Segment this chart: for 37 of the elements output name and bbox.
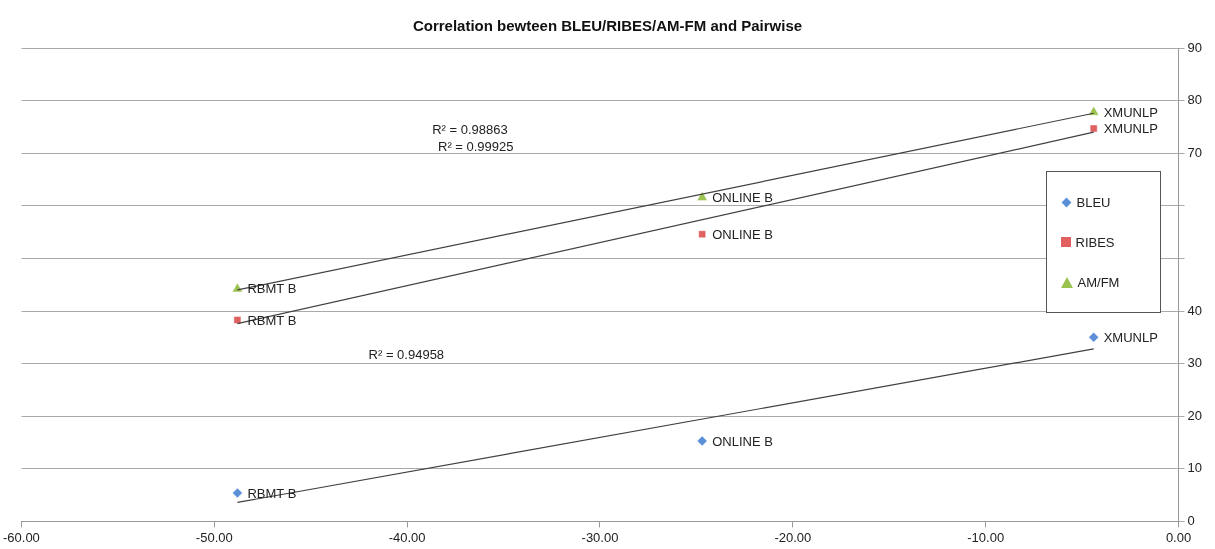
annotation: XMUNLP	[1103, 121, 1158, 137]
legend-label: AM/FM	[1077, 274, 1120, 290]
annotation: RBMT B	[247, 281, 297, 297]
y-tick-label: 90	[1187, 39, 1203, 55]
y-tick-label: 70	[1187, 144, 1203, 160]
annotation: XMUNLP	[1103, 104, 1158, 120]
annotation: R² = 0.98863	[432, 122, 508, 138]
y-tick-label: 10	[1187, 460, 1203, 476]
point	[698, 230, 706, 238]
x-tick-label: -60.00	[2, 529, 40, 545]
x-tick-label: -30.00	[581, 529, 619, 545]
y-tick-label: 30	[1187, 355, 1203, 371]
x-tick-label: -40.00	[388, 529, 426, 545]
point	[231, 282, 243, 293]
x-tick-label: -50.00	[195, 529, 233, 545]
annotation: R² = 0.94958	[368, 347, 445, 363]
x-tick-label: 0.00	[1165, 529, 1192, 545]
chart-title: Correlation bewteen BLEU/RIBES/AM-FM and Pairwise	[412, 17, 803, 35]
annotation: XMUNLP	[1103, 329, 1158, 345]
annotation: R² = 0.99925	[437, 138, 514, 154]
x-tick-label: -10.00	[967, 529, 1005, 545]
legend-label: RIBES	[1075, 234, 1115, 250]
point	[232, 487, 243, 499]
point	[233, 316, 242, 324]
x-tick-label: -20.00	[774, 529, 812, 545]
point	[696, 435, 708, 447]
annotation: ONLINE B	[712, 226, 773, 242]
y-tick-label: 0	[1187, 512, 1195, 528]
annotation: RBMT B	[247, 312, 297, 328]
annotation: ONLINE B	[712, 433, 773, 449]
y-tick-label: 80	[1187, 92, 1203, 108]
point	[1089, 124, 1098, 133]
y-tick-label: 40	[1187, 302, 1203, 318]
y-tick-label: 20	[1187, 407, 1203, 423]
point	[1088, 332, 1099, 343]
legend-label: BLEU	[1076, 194, 1111, 210]
annotation: ONLINE B	[712, 189, 773, 205]
